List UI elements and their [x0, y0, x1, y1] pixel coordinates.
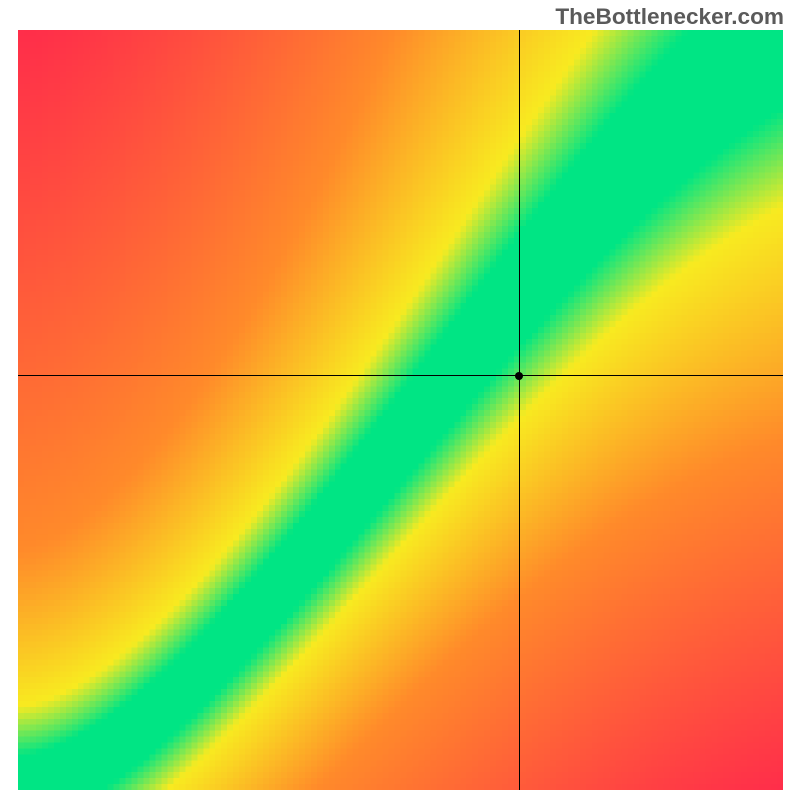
crosshair-horizontal: [18, 375, 783, 376]
chart-container: TheBottlenecker.com: [0, 0, 800, 800]
watermark-text: TheBottlenecker.com: [555, 4, 784, 30]
operating-point-dot: [515, 372, 523, 380]
bottleneck-heatmap: [18, 30, 783, 790]
crosshair-vertical: [519, 30, 520, 790]
